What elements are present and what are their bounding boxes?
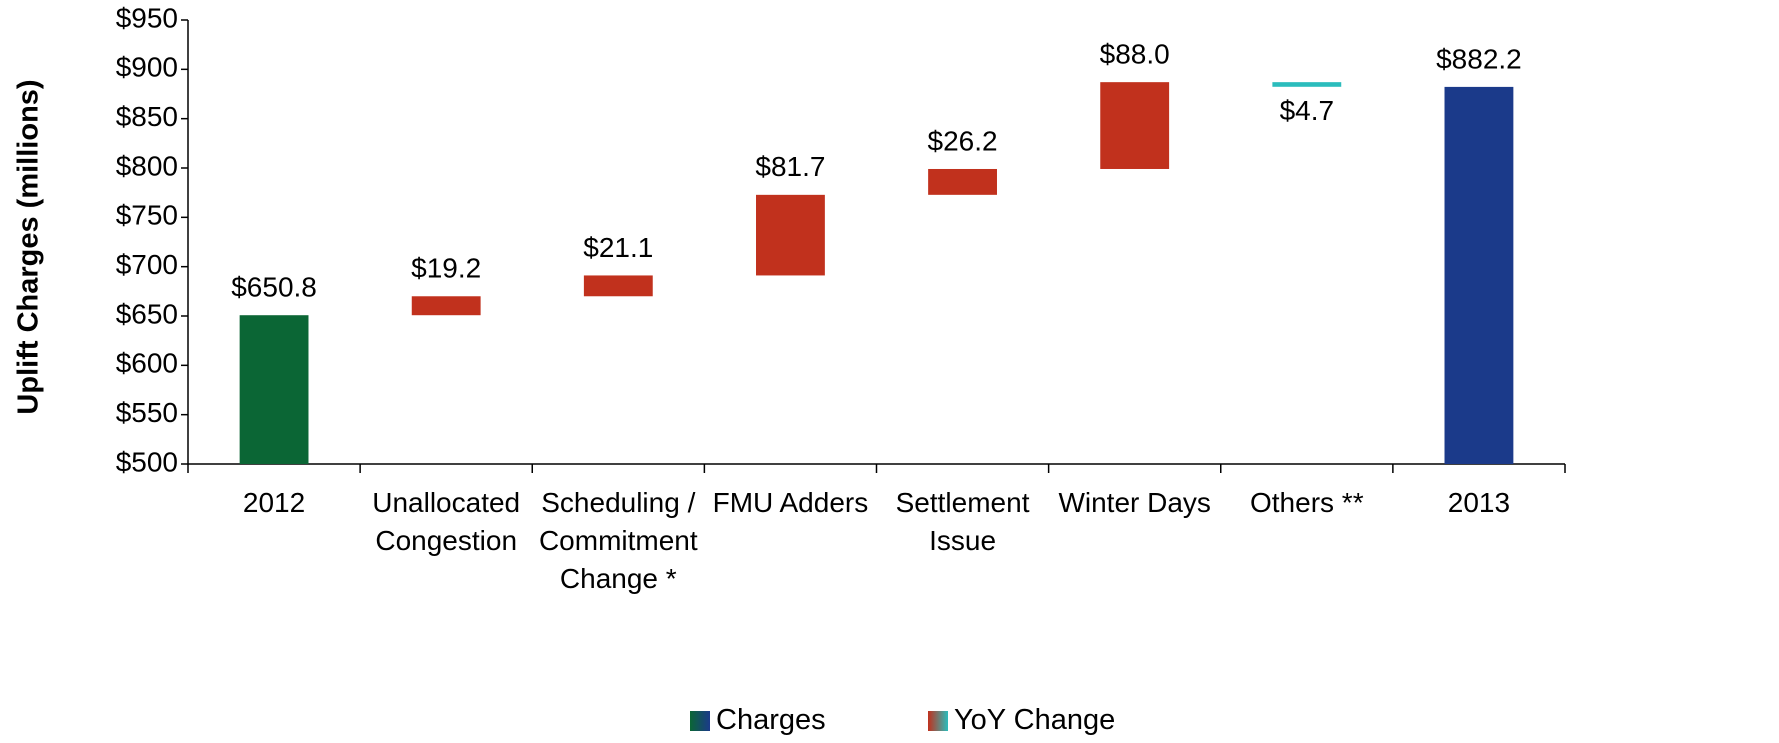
bar <box>756 194 825 276</box>
bar <box>239 315 309 464</box>
x-tick-label: Settlement Issue <box>895 487 1030 556</box>
y-tick-label: $650 <box>116 298 178 329</box>
value-label: $21.1 <box>583 232 653 263</box>
y-tick-label: $800 <box>116 150 178 181</box>
bar <box>1272 82 1342 87</box>
x-tick-label: 2012 <box>242 487 306 518</box>
x-tick-label: FMU Adders <box>712 487 869 518</box>
legend-label: YoY Change <box>954 704 1116 736</box>
bar <box>928 168 997 195</box>
bar <box>1444 86 1514 464</box>
y-tick-label: $500 <box>116 446 178 477</box>
value-label: $88.0 <box>1100 39 1170 70</box>
bar <box>1100 82 1170 169</box>
bar <box>583 275 653 297</box>
legend-item: Charges <box>690 704 826 737</box>
x-tick-label: Winter Days <box>1058 487 1211 518</box>
y-tick-label: $950 <box>116 2 178 33</box>
value-label: $4.7 <box>1280 95 1335 126</box>
x-tick-label: Unallocated Congestion <box>372 487 521 556</box>
y-tick-label: $600 <box>116 348 178 379</box>
y-tick-label: $900 <box>116 52 178 83</box>
y-tick-label: $750 <box>116 200 178 231</box>
x-tick-label: Scheduling / Commitment Change * <box>538 487 698 594</box>
bar <box>411 296 481 316</box>
y-axis-label: Uplift Charges (millions) <box>13 79 45 414</box>
x-tick-label: Others ** <box>1250 487 1364 518</box>
value-label: $650.8 <box>231 272 317 303</box>
value-label: $81.7 <box>755 151 825 182</box>
y-tick-label: $550 <box>116 397 178 428</box>
y-tick-label: $850 <box>116 101 178 132</box>
legend-swatch <box>928 710 948 731</box>
y-tick-label: $700 <box>116 249 178 280</box>
value-label: $26.2 <box>928 125 998 156</box>
legend-item: YoY Change <box>928 704 1115 737</box>
value-label: $19.2 <box>411 253 481 284</box>
value-label: $882.2 <box>1436 43 1522 74</box>
legend-swatch <box>690 710 710 731</box>
legend-label: Charges <box>716 704 826 736</box>
x-tick-label: 2013 <box>1447 487 1511 518</box>
